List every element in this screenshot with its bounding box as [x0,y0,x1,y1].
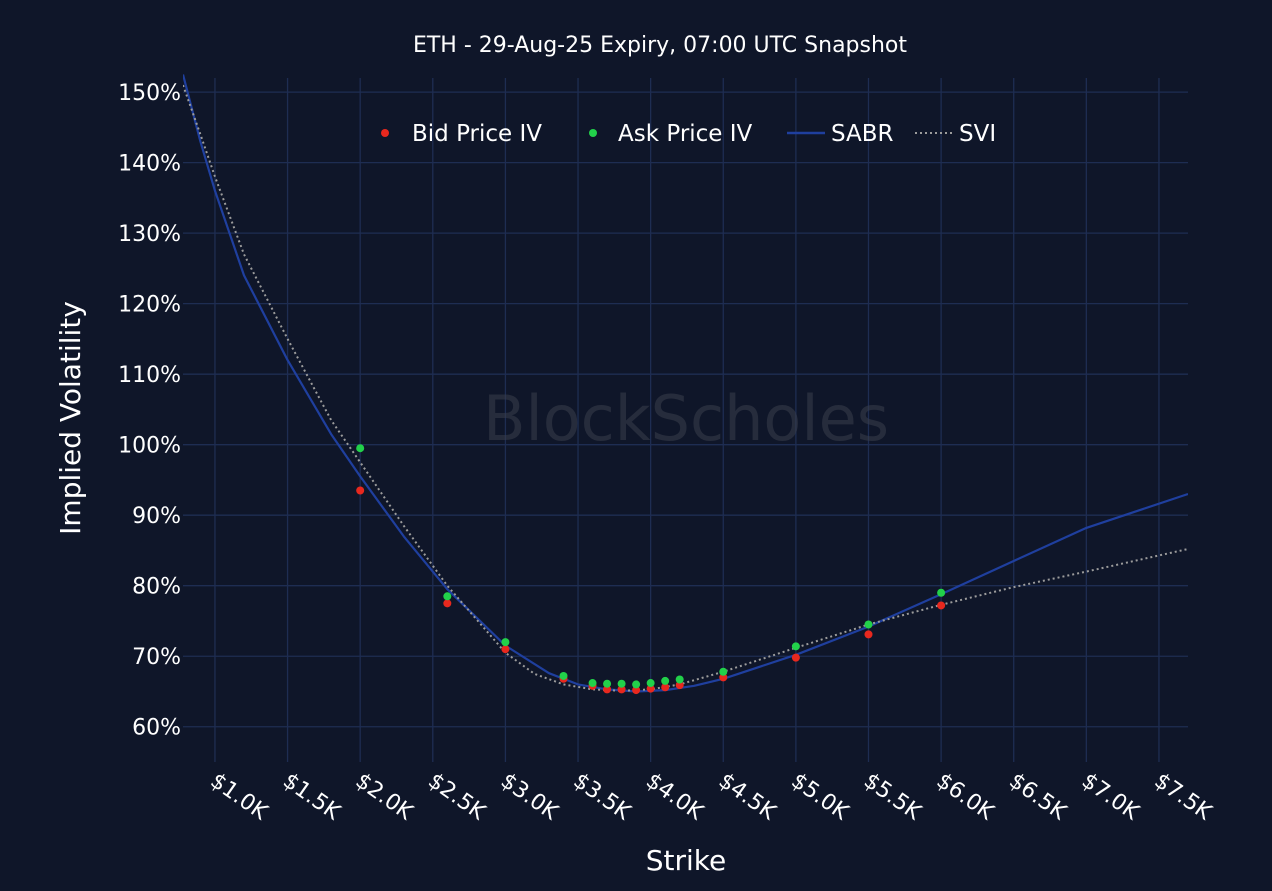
legend-marker-ask [589,129,597,137]
ask-iv-point [603,679,612,688]
y-tick-label: 70% [132,645,181,670]
ask-iv-point [632,680,641,689]
ask-iv-point [864,620,873,629]
ask-iv-point [617,679,626,688]
bid-iv-point [501,645,510,654]
bid-iv-point [719,673,728,682]
bid-iv-point [791,653,800,662]
bid-iv-point [646,684,655,693]
y-axis-label: Implied Volatility [54,301,87,535]
y-tick-label: 110% [118,363,181,388]
ask-iv-point [559,671,568,680]
ask-iv-point [791,642,800,651]
bid-iv-point [661,683,670,692]
y-tick-label: 80% [132,575,181,600]
legend-item-svi[interactable]: SVI [915,121,996,147]
bid-iv-point [603,685,612,694]
bid-iv-point [617,685,626,694]
ask-iv-point [937,588,946,597]
bid-iv-point [675,681,684,690]
svi-curve [183,84,1188,692]
bid-iv-point [356,486,365,495]
ask-iv-point [646,679,655,688]
chart-title: ETH - 29-Aug-25 Expiry, 07:00 UTC Snapsh… [413,33,907,58]
x-axis-label: Strike [646,844,727,877]
y-tick-label: 150% [118,81,181,106]
legend-label-ask: Ask Price IV [618,121,753,147]
sabr-curve [183,74,1188,693]
series-layer [183,74,1188,695]
bid-iv-point [864,630,873,639]
y-tick-label: 140% [118,152,181,177]
y-tick-label: 60% [132,716,181,741]
legend: Bid Price IV Ask Price IV SABR SVI [381,121,996,147]
legend-label-sabr: SABR [831,121,894,147]
bid-iv-point [632,686,641,695]
ask-iv-point [588,679,597,688]
y-tick-label: 100% [118,434,181,459]
bid-iv-point [443,599,452,608]
ask-iv-point [675,675,684,684]
ask-iv-point [443,592,452,601]
watermark: BlockScholes [483,382,889,455]
grid [183,78,1188,762]
legend-marker-bid [381,129,389,137]
legend-item-sabr[interactable]: SABR [787,121,894,147]
legend-label-svi: SVI [959,121,996,147]
legend-item-bid[interactable]: Bid Price IV [381,121,542,147]
ask-iv-point [661,676,670,685]
y-tick-label: 120% [118,293,181,318]
ask-iv-point [501,638,510,647]
ask-iv-point [719,667,728,676]
legend-item-ask[interactable]: Ask Price IV [589,121,753,147]
y-tick-label: 90% [132,504,181,529]
y-tick-label: 130% [118,222,181,247]
legend-label-bid: Bid Price IV [412,121,542,147]
ask-iv-point [356,444,365,453]
bid-iv-point [937,601,946,610]
